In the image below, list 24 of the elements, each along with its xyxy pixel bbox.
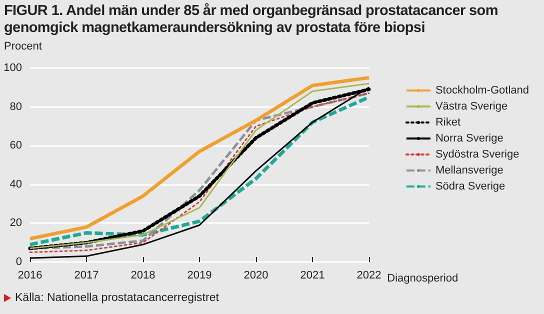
legend-label: Västra Sverige [435, 100, 508, 112]
text: Källa: Nationella prostatacancerregistret [15, 292, 219, 304]
y-tick-label: 60 [10, 140, 22, 152]
chart-title: FIGUR 1. Andel män under 85 år med organbegränsad prostatacancer som genomgick magnetkameraundersökning av prostata före biopsi [4, 3, 499, 37]
x-tick-label: 2019 [187, 270, 212, 282]
y-axis-title: Procent [4, 40, 42, 52]
y-tick-label: 40 [10, 178, 22, 190]
x-tick-label: 2022 [356, 270, 382, 282]
x-tick-label: 2017 [74, 270, 99, 282]
y-tick-label: 0 [16, 256, 22, 268]
legend-label: Södra Sverige [435, 180, 506, 192]
x-tick-label: 2016 [18, 270, 42, 282]
legend-label: Sydöstra Sverige [435, 148, 520, 160]
legend-label: Mellansverige [435, 164, 504, 176]
y-tick-label: 80 [10, 100, 22, 113]
legend-label: Norra Sverige [435, 132, 504, 144]
x-tick-label: 2021 [300, 270, 325, 282]
legend-label: Stockholm-Gotland [435, 84, 530, 96]
x-tick-label: 2018 [130, 270, 156, 282]
x-tick-label: 2020 [244, 270, 268, 282]
x-axis-title: Diagnosperiod [387, 272, 458, 284]
y-tick-label: 100 [4, 62, 22, 74]
y-tick-label: 20 [10, 217, 22, 230]
legend-label: Riket [435, 116, 461, 128]
